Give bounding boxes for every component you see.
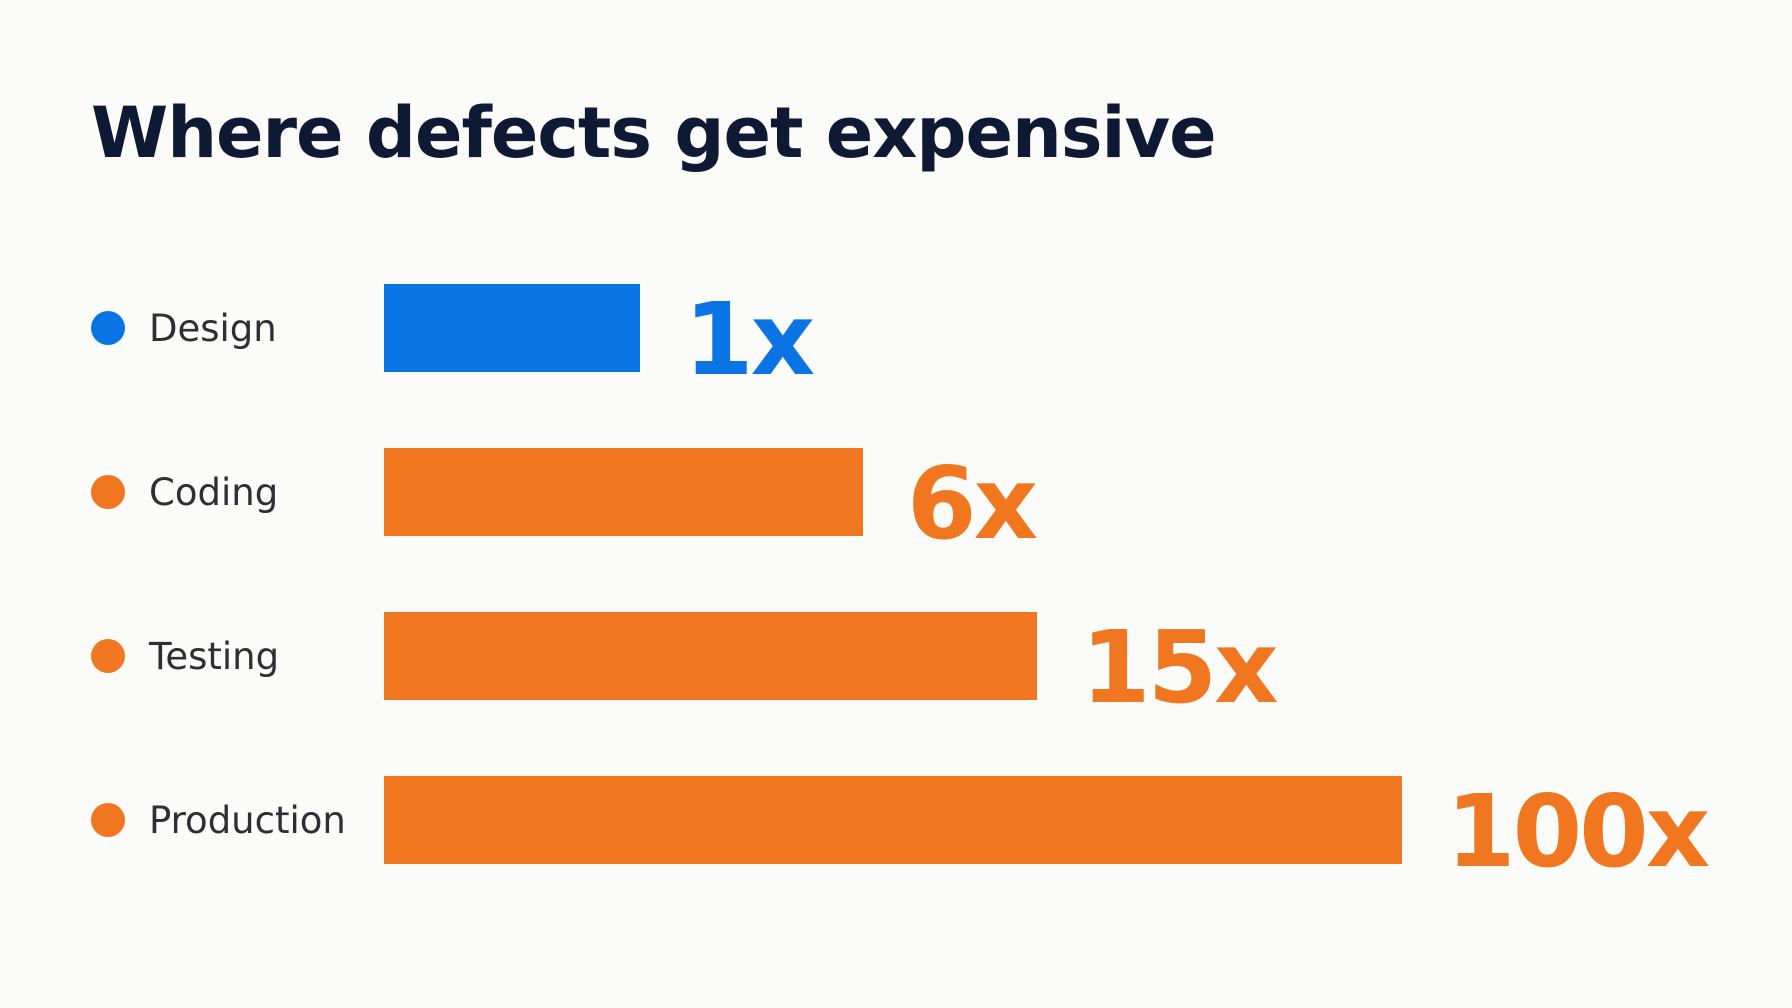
legend-dot-testing: [91, 639, 125, 673]
value-label-coding: 6x: [907, 445, 1037, 562]
legend-dot-design: [91, 311, 125, 345]
legend-dot-production: [91, 803, 125, 837]
bar-design: [384, 284, 640, 372]
value-label-design: 1x: [684, 281, 814, 398]
chart-title: Where defects get expensive: [91, 92, 1217, 174]
category-label-production: Production: [149, 799, 346, 842]
value-label-production: 100x: [1446, 773, 1709, 890]
value-label-testing: 15x: [1081, 609, 1277, 726]
bar-production: [384, 776, 1402, 864]
legend-dot-coding: [91, 475, 125, 509]
category-label-coding: Coding: [149, 471, 278, 514]
bar-testing: [384, 612, 1037, 700]
bar-coding: [384, 448, 863, 536]
category-label-testing: Testing: [148, 635, 279, 678]
category-label-design: Design: [149, 307, 277, 350]
